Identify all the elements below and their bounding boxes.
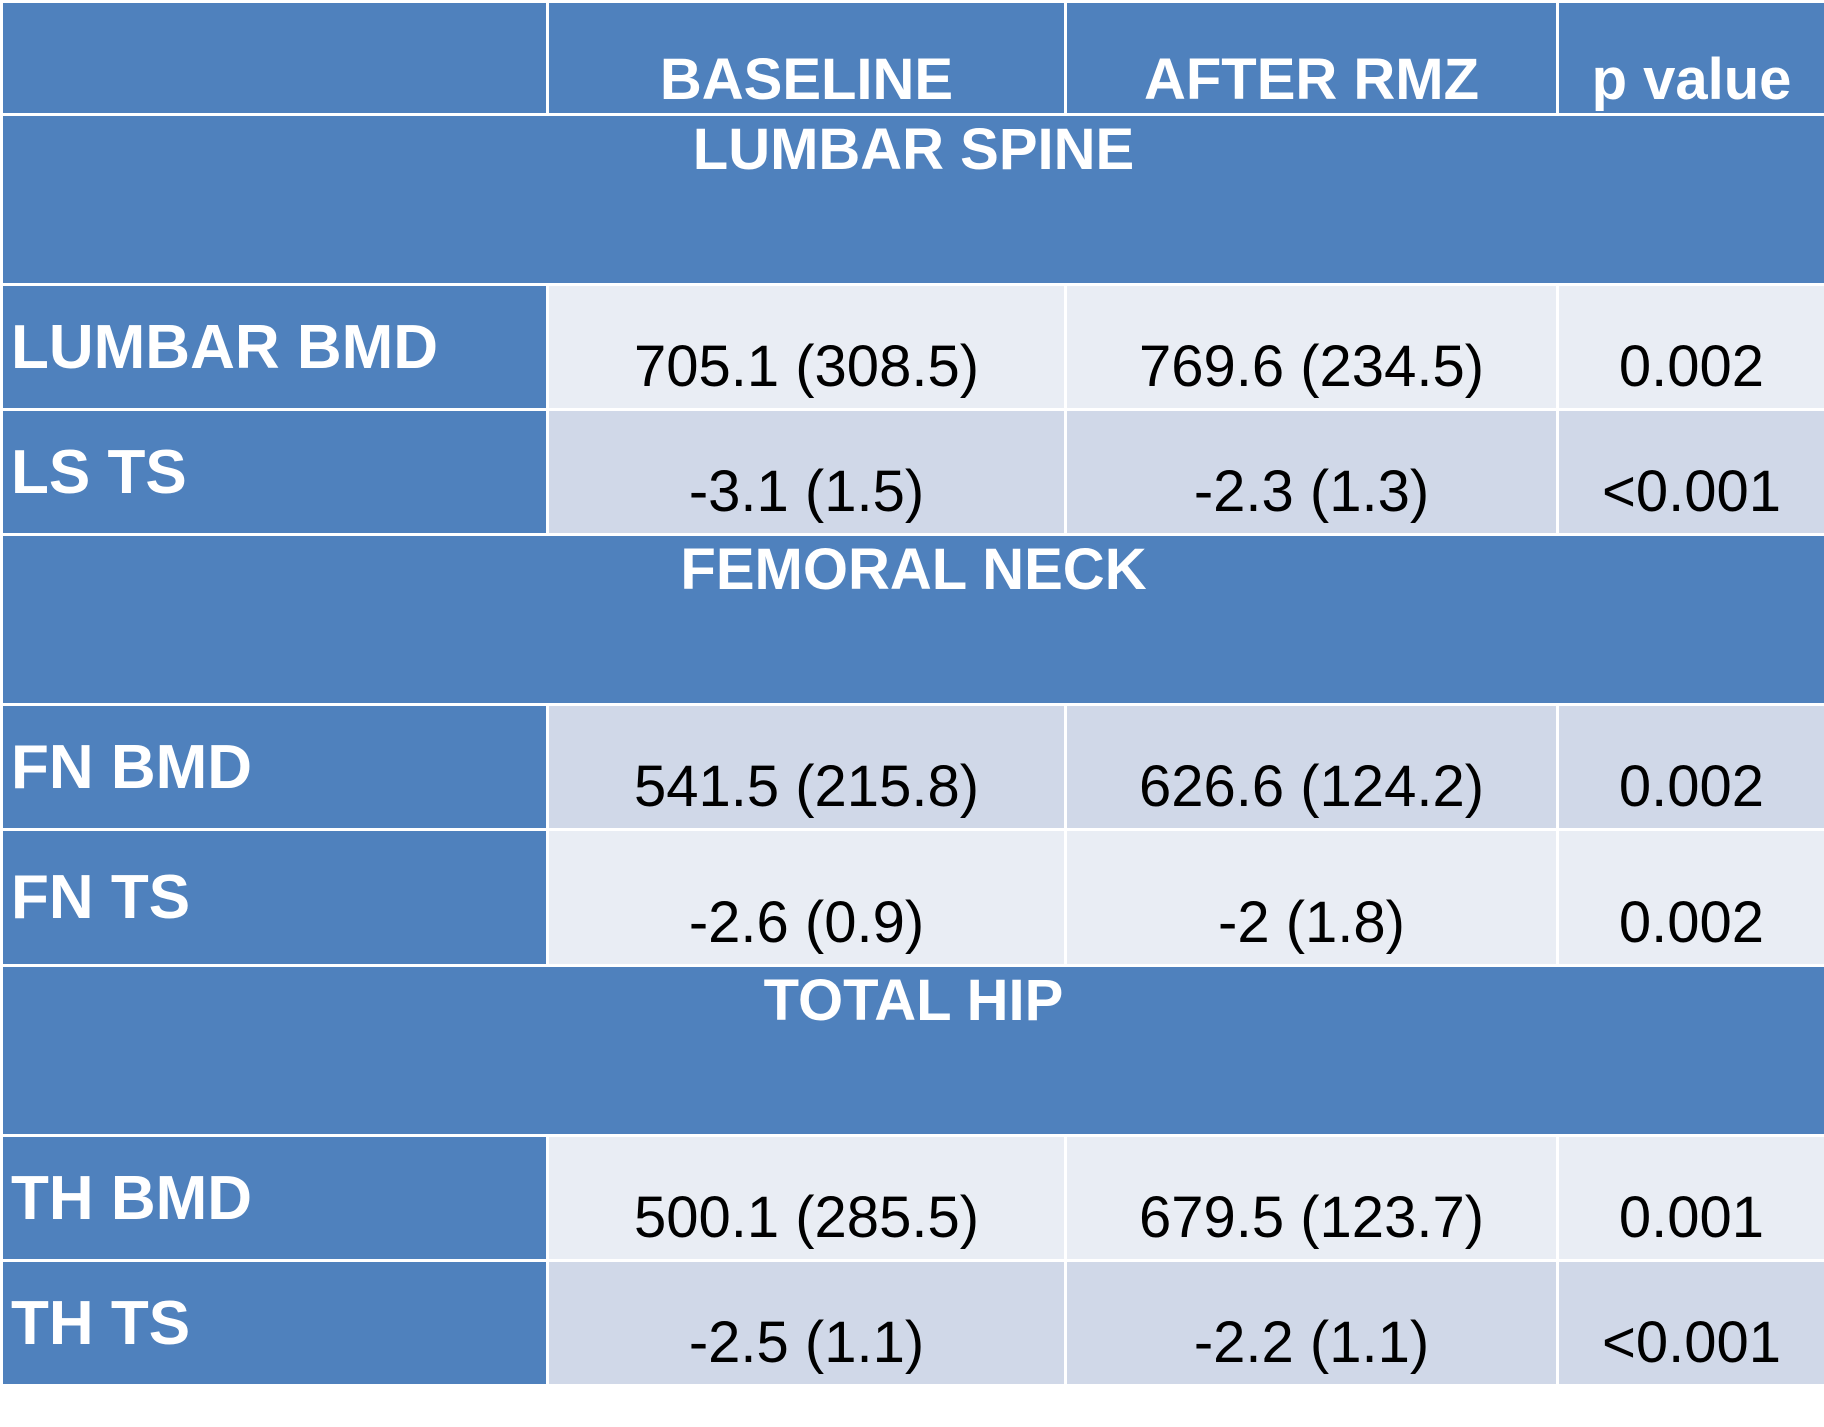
- section-title: TOTAL HIP: [0, 964, 1824, 1137]
- after-rmz-value: -2.2 (1.1): [1064, 1259, 1559, 1387]
- baseline-value: -3.1 (1.5): [546, 408, 1067, 536]
- row-label: TH TS: [0, 1259, 549, 1387]
- p-value: <0.001: [1556, 408, 1824, 536]
- p-value: 0.002: [1556, 703, 1824, 831]
- header-empty-cell: [0, 0, 549, 116]
- row-label: TH BMD: [0, 1134, 549, 1262]
- table-row: LUMBAR BMD 705.1 (308.5) 769.6 (234.5) 0…: [0, 283, 1824, 411]
- row-label: FN BMD: [0, 703, 549, 831]
- header-p-value: p value: [1556, 0, 1824, 116]
- row-label: FN TS: [0, 828, 549, 967]
- baseline-value: -2.6 (0.9): [546, 828, 1067, 967]
- table-row: LS TS -3.1 (1.5) -2.3 (1.3) <0.001: [0, 408, 1824, 536]
- p-value: 0.001: [1556, 1134, 1824, 1262]
- table-row: TH TS -2.5 (1.1) -2.2 (1.1) <0.001: [0, 1259, 1824, 1387]
- after-rmz-value: -2 (1.8): [1064, 828, 1559, 967]
- section-title: FEMORAL NECK: [0, 533, 1824, 706]
- section-row-femoral-neck: FEMORAL NECK: [0, 533, 1824, 706]
- table-row: FN BMD 541.5 (215.8) 626.6 (124.2) 0.002: [0, 703, 1824, 831]
- baseline-value: -2.5 (1.1): [546, 1259, 1067, 1387]
- after-rmz-value: -2.3 (1.3): [1064, 408, 1559, 536]
- row-label: LUMBAR BMD: [0, 283, 549, 411]
- p-value: 0.002: [1556, 828, 1824, 967]
- section-row-total-hip: TOTAL HIP: [0, 964, 1824, 1137]
- after-rmz-value: 679.5 (123.7): [1064, 1134, 1559, 1262]
- header-baseline: BASELINE: [546, 0, 1067, 116]
- table-row: FN TS -2.6 (0.9) -2 (1.8) 0.002: [0, 828, 1824, 967]
- row-label: LS TS: [0, 408, 549, 536]
- p-value: 0.002: [1556, 283, 1824, 411]
- p-value: <0.001: [1556, 1259, 1824, 1387]
- section-row-lumbar-spine: LUMBAR SPINE: [0, 113, 1824, 286]
- baseline-value: 541.5 (215.8): [546, 703, 1067, 831]
- baseline-value: 705.1 (308.5): [546, 283, 1067, 411]
- header-after-rmz: AFTER RMZ: [1064, 0, 1559, 116]
- section-title: LUMBAR SPINE: [0, 113, 1824, 286]
- after-rmz-value: 769.6 (234.5): [1064, 283, 1559, 411]
- header-row: BASELINE AFTER RMZ p value: [0, 0, 1824, 116]
- bmd-results-table: BASELINE AFTER RMZ p value LUMBAR SPINE …: [0, 0, 1824, 1387]
- table-row: TH BMD 500.1 (285.5) 679.5 (123.7) 0.001: [0, 1134, 1824, 1262]
- after-rmz-value: 626.6 (124.2): [1064, 703, 1559, 831]
- baseline-value: 500.1 (285.5): [546, 1134, 1067, 1262]
